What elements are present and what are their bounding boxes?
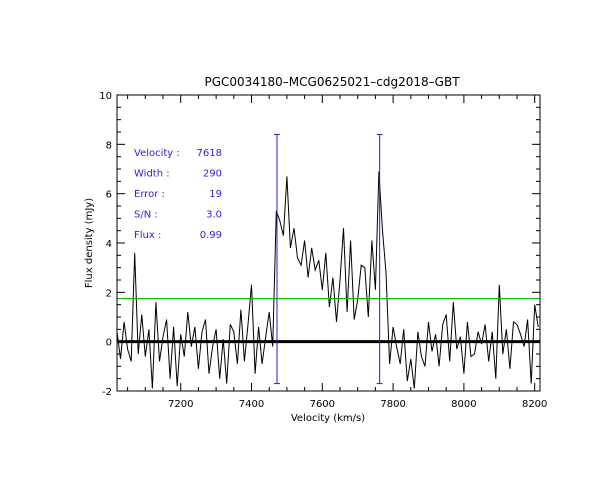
axis-ticks: 7200 7400 7600 7800 8000 8200 -2 0 2 4 6 8 10 xyxy=(99,91,547,410)
annotation-label: Error : xyxy=(134,189,165,200)
fit-annotations: Velocity : 7618 Width : 290 Error : 19 S/N : 3.… xyxy=(134,148,222,241)
annotation-label: Width : xyxy=(134,169,170,180)
y-tick-label: 4 xyxy=(106,239,112,250)
annotation-value: 19 xyxy=(209,189,222,200)
y-tick-label: 2 xyxy=(106,288,112,299)
y-tick-label: 10 xyxy=(99,91,112,102)
spectrum-line xyxy=(116,171,539,389)
y-tick-label: 6 xyxy=(106,190,112,201)
plot-frame xyxy=(116,94,541,392)
x-tick-label: 7600 xyxy=(310,399,335,410)
plot-area xyxy=(116,133,540,389)
annotation-label: Velocity : xyxy=(134,148,180,159)
annotation-value: 290 xyxy=(203,169,222,180)
annotation-value: 0.99 xyxy=(200,230,222,241)
annotation-label: S/N : xyxy=(134,210,158,221)
x-axis-label: Velocity (km/s) xyxy=(291,413,365,424)
chart-title: PGC0034180–MCG0625021–cdg2018–GBT xyxy=(204,75,460,89)
y-axis-label: Flux density (mJy) xyxy=(84,198,95,288)
x-tick-label: 7200 xyxy=(168,399,193,410)
x-tick-label: 7400 xyxy=(239,399,264,410)
x-tick-label: 8200 xyxy=(522,399,547,410)
y-tick-label: 8 xyxy=(106,140,112,151)
annotation-value: 3.0 xyxy=(206,210,222,221)
y-tick-label: 0 xyxy=(106,338,112,349)
x-tick-label: 7800 xyxy=(380,399,405,410)
y-tick-label: -2 xyxy=(102,387,112,398)
x-tick-label: 8000 xyxy=(451,399,476,410)
annotation-label: Flux : xyxy=(134,230,161,241)
annotation-value: 7618 xyxy=(197,148,222,159)
